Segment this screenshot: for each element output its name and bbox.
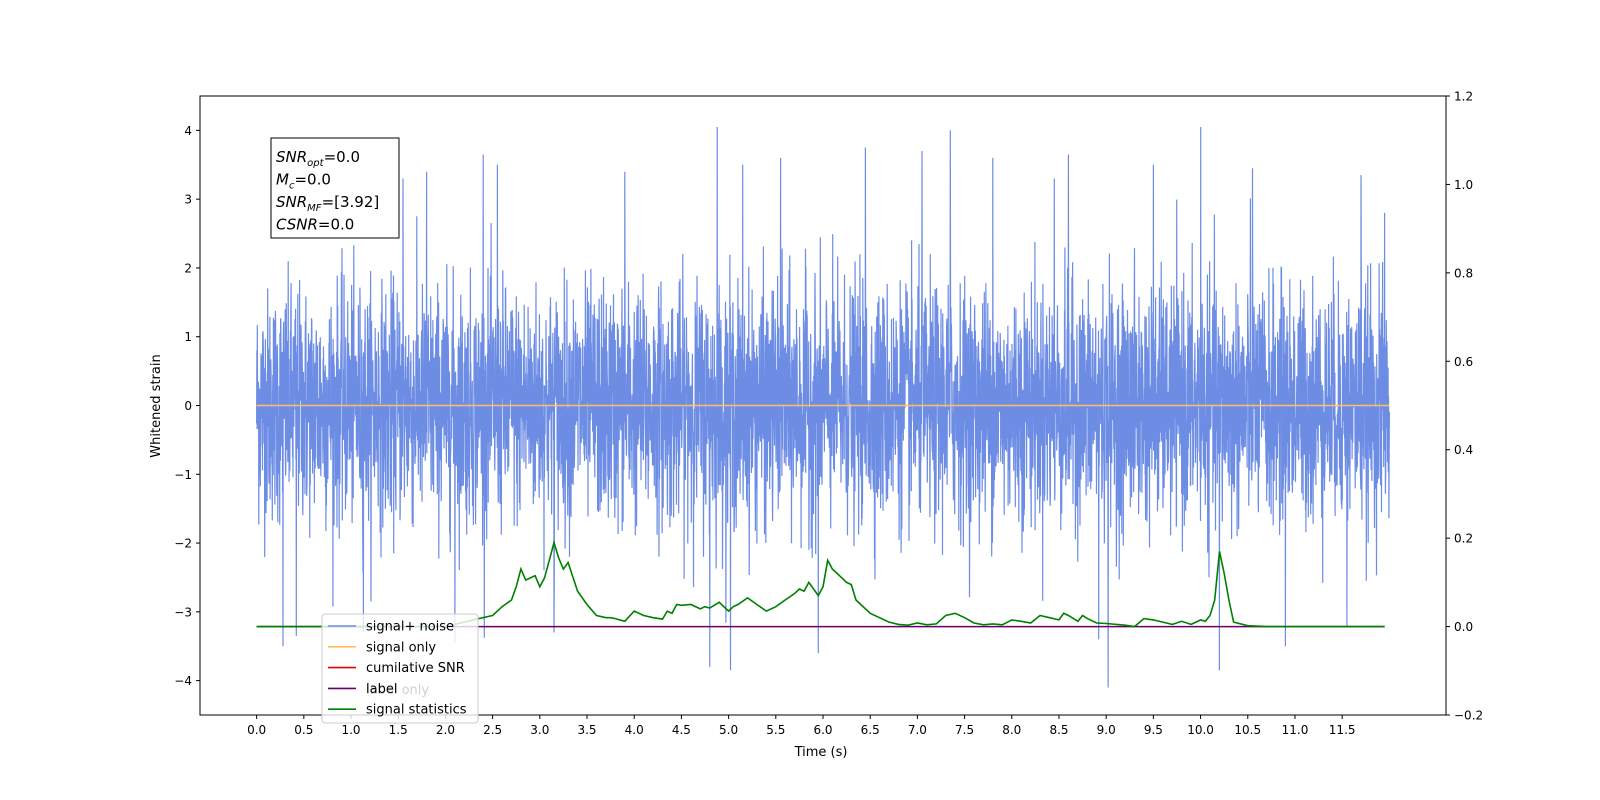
legend-label: signal only [366,640,436,655]
y-tick-label: −4 [174,674,192,688]
x-tick-label: 9.0 [1097,723,1116,737]
x-tick-label: 6.5 [861,723,880,737]
y2-tick-label: 0.8 [1454,266,1473,280]
signal-statistics-line [256,539,1385,628]
x-tick-label: 7.5 [955,723,974,737]
legend-frame [321,613,479,724]
annotation-value: =0.0 [294,171,330,189]
annotation-frame [270,137,400,239]
y2-tick-label: 1.0 [1454,178,1473,192]
x-tick-label: 11.0 [1282,723,1309,737]
x-tick-label: 8.5 [1049,723,1068,737]
annotation-symbol: SNR [276,148,307,166]
x-tick-label: 5.0 [719,723,738,737]
y-tick-label: 0 [184,399,192,413]
x-axis-label: Time (s) [794,745,848,760]
y-tick-label: −2 [174,537,192,551]
x-tick-label: 5.5 [766,723,785,737]
x-tick-label: 6.0 [813,723,832,737]
legend-label: label [366,682,397,697]
y2-tick-label: 0.2 [1454,532,1473,546]
x-tick-label: 1.5 [389,723,408,737]
annotation-value: =0.0 [318,216,354,234]
x-tick-label: 10.0 [1187,723,1214,737]
x-tick-label: 4.0 [625,723,644,737]
annotation-value: =[3.92] [322,193,380,211]
annotation-value: =0.0 [324,148,360,166]
x-tick-label: 2.5 [483,723,502,737]
x-tick-label: 8.0 [1002,723,1021,737]
annotation-symbol: M [276,171,289,189]
x-tick-label: 2.0 [436,723,455,737]
series-signal-noise [256,126,1390,688]
y-axis-label: Whitened strain [149,354,164,457]
annotation-subscript: MF [307,203,322,214]
y2-tick-label: −0.2 [1454,709,1483,723]
annotation-line: SNRopt=0.0 [276,148,360,169]
y2-tick-label: 0.6 [1454,355,1473,369]
legend-overlap-text: label only [366,683,429,698]
y-tick-label: 4 [184,124,192,138]
x-tick-label: 0.0 [247,723,266,737]
x-tick-label: 0.5 [294,723,313,737]
x-axis-ticks: 0.0 0.5 1.0 1.5 2.0 2.5 3.0 3.5 4.0 4.5 5.0 5.5 6.0 6… [247,715,1356,737]
y-tick-label: 1 [184,330,192,344]
legend-label: signal statistics [366,703,467,718]
x-tick-label: 4.5 [672,723,691,737]
y-tick-label: 2 [184,261,192,275]
annotation-line: SNRMF=[3.92] [276,193,379,214]
legend-label: signal+ noise [366,620,454,635]
annotation-subscript: opt [307,158,324,169]
y2-tick-label: 0.0 [1454,620,1473,634]
y-tick-label: −1 [174,468,192,482]
x-tick-label: 3.0 [530,723,549,737]
x-tick-label: 10.5 [1234,723,1261,737]
y2-tick-label: 1.2 [1454,90,1473,104]
y-axis-ticks: 4 3 2 1 0 −1 −2 −3 −4 [174,124,200,688]
annotation-line: CSNR=0.0 [276,216,354,234]
y2-tick-label: 0.4 [1454,443,1473,457]
x-tick-label: 7.0 [908,723,927,737]
signal-noise-line [256,126,1390,688]
annotation-subscript: c [289,181,295,192]
x-tick-label: 1.0 [341,723,360,737]
annotation-symbol: CSNR [276,216,318,234]
annotation-line: Mc=0.0 [276,171,331,192]
y-tick-label: −3 [174,605,192,619]
legend: label only signal+ noise signal only cumila… [321,613,479,724]
annotation-symbol: SNR [276,193,307,211]
y2-axis-ticks: 1.2 1.0 0.8 0.6 0.4 0.2 0.0 −0.2 [1446,90,1483,723]
x-tick-label: 3.5 [577,723,596,737]
x-tick-label: 9.5 [1144,723,1163,737]
legend-label: cumilative SNR [366,661,465,676]
x-tick-label: 11.5 [1329,723,1356,737]
y-tick-label: 3 [184,193,192,207]
